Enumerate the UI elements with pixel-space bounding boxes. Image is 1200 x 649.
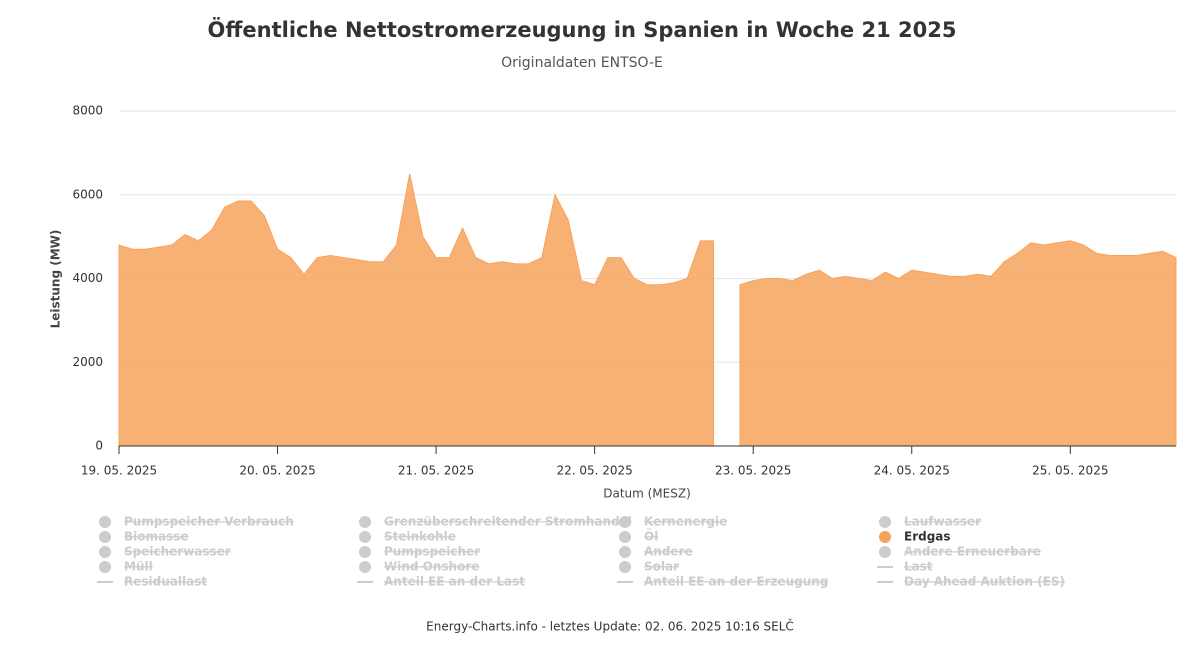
legend-symbol bbox=[99, 546, 111, 558]
y-tick-label: 4000 bbox=[72, 271, 103, 285]
legend-symbol bbox=[99, 561, 111, 573]
x-tick-label: 25. 05. 2025 bbox=[1032, 464, 1108, 478]
legend-label[interactable]: Solar bbox=[644, 560, 679, 574]
legend-symbol bbox=[619, 516, 631, 528]
legend-label[interactable]: Biomasse bbox=[124, 530, 189, 544]
legend-symbol bbox=[879, 546, 891, 558]
legend-label[interactable]: Pumpspeicher bbox=[384, 545, 480, 559]
legend-label[interactable]: Steinkohle bbox=[384, 530, 456, 544]
y-tick-label: 8000 bbox=[72, 104, 103, 118]
legend-label[interactable]: Müll bbox=[124, 560, 153, 574]
legend-symbol bbox=[359, 561, 371, 573]
legend-label[interactable]: Last bbox=[904, 560, 933, 574]
area bbox=[118, 173, 715, 447]
legend-symbol bbox=[359, 546, 371, 558]
legend-label[interactable]: Kernenergie bbox=[644, 515, 727, 529]
legend-label[interactable]: Anteil EE an der Erzeugung bbox=[644, 575, 828, 589]
legend-symbol bbox=[359, 531, 371, 543]
x-tick-label: 23. 05. 2025 bbox=[715, 464, 791, 478]
legend-symbol bbox=[99, 516, 111, 528]
legend-label[interactable]: Andere bbox=[644, 545, 693, 559]
legend-label[interactable]: Grenzüberschreitender Stromhandel bbox=[384, 515, 632, 529]
legend-label[interactable]: Residuallast bbox=[124, 575, 207, 589]
legend-symbol bbox=[99, 531, 111, 543]
legend-symbol bbox=[879, 531, 891, 543]
x-axis-label: Datum (MESZ) bbox=[603, 487, 691, 501]
legend-label[interactable]: Andere Erneuerbare bbox=[904, 545, 1041, 559]
legend-label[interactable]: Speicherwasser bbox=[124, 545, 231, 559]
x-tick-label: 21. 05. 2025 bbox=[398, 464, 474, 478]
legend-label[interactable]: Erdgas bbox=[904, 530, 951, 544]
y-axis-label: Leistung (MW) bbox=[49, 230, 63, 329]
legend-label[interactable]: Wind Onshore bbox=[384, 560, 479, 574]
legend-label[interactable]: Laufwasser bbox=[904, 515, 981, 529]
legend-symbol bbox=[619, 531, 631, 543]
legend-symbol bbox=[359, 516, 371, 528]
y-tick-label: 6000 bbox=[72, 187, 103, 201]
area bbox=[739, 240, 1177, 447]
x-tick-label: 22. 05. 2025 bbox=[556, 464, 632, 478]
legend-label[interactable]: Anteil EE an der Last bbox=[384, 575, 525, 589]
legend-symbol bbox=[619, 561, 631, 573]
x-tick-label: 24. 05. 2025 bbox=[874, 464, 950, 478]
legend-symbol bbox=[879, 516, 891, 528]
footer: Energy-Charts.info - letztes Update: 02.… bbox=[426, 619, 794, 634]
legend-label[interactable]: Day Ahead Auktion (ES) bbox=[904, 575, 1065, 589]
legend-label[interactable]: Öl bbox=[644, 529, 658, 544]
x-tick-label: 19. 05. 2025 bbox=[81, 464, 157, 478]
legend-label[interactable]: Pumpspeicher Verbrauch bbox=[124, 515, 294, 529]
x-tick-label: 20. 05. 2025 bbox=[239, 464, 315, 478]
legend-symbol bbox=[619, 546, 631, 558]
y-tick-label: 2000 bbox=[72, 355, 103, 369]
chart-subtitle: Originaldaten ENTSO-E bbox=[501, 55, 663, 71]
chart-title: Öffentliche Nettostromerzeugung in Spani… bbox=[208, 17, 957, 42]
y-tick-label: 0 bbox=[95, 439, 103, 453]
